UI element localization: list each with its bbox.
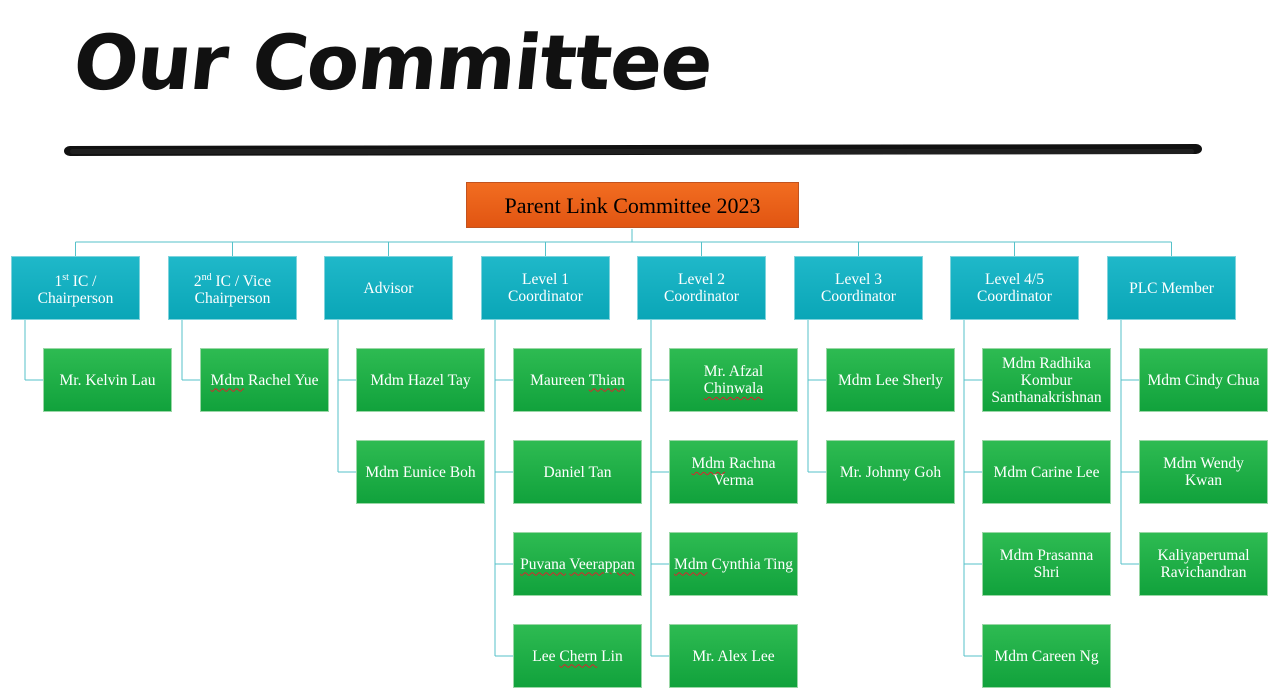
committee-role-6[interactable]: Level 4/5 Coordinator [950, 256, 1079, 320]
committee-member[interactable]: Mr. Alex Lee [669, 624, 798, 688]
committee-member-name: Maureen Thian [530, 371, 625, 389]
committee-member-name: Mdm Prasanna Shri [999, 547, 1094, 581]
committee-member[interactable]: Maureen Thian [513, 348, 642, 412]
committee-member[interactable]: Mdm Rachna Verma [669, 440, 798, 504]
committee-member-name: Mr. Alex Lee [692, 647, 775, 665]
committee-member[interactable]: Mdm Prasanna Shri [982, 532, 1111, 596]
committee-member[interactable]: Mdm Rachel Yue [200, 348, 329, 412]
org-root-label: Parent Link Committee 2023 [504, 192, 761, 218]
committee-role-label: Level 2 Coordinator [664, 271, 739, 305]
committee-member[interactable]: Mdm Cynthia Ting [669, 532, 798, 596]
committee-role-label: PLC Member [1129, 279, 1214, 297]
committee-member-name: Mdm Wendy Kwan [1163, 455, 1244, 489]
committee-role-7[interactable]: PLC Member [1107, 256, 1236, 320]
committee-member[interactable]: Kaliyaperumal Ravichandran [1139, 532, 1268, 596]
committee-member-name: Mr. Afzal Chinwala [703, 363, 764, 397]
committee-role-4[interactable]: Level 2 Coordinator [637, 256, 766, 320]
committee-role-label: Advisor [363, 279, 414, 297]
committee-member[interactable]: Mdm Eunice Boh [356, 440, 485, 504]
committee-member-name: Mdm Cindy Chua [1147, 371, 1260, 389]
committee-member-name: Mr. Kelvin Lau [59, 371, 156, 389]
committee-member-name: Puvana Veerappan [520, 555, 635, 573]
committee-member[interactable]: Mr. Johnny Goh [826, 440, 955, 504]
committee-member-name: Mdm Eunice Boh [365, 463, 476, 481]
title-underline-stroke [70, 149, 1194, 154]
committee-role-label: Level 4/5 Coordinator [977, 271, 1052, 305]
committee-member[interactable]: Mdm Radhika Kombur Santhanakrishnan [982, 348, 1111, 412]
committee-member-name: Mdm Carine Lee [993, 463, 1100, 481]
committee-role-3[interactable]: Level 1 Coordinator [481, 256, 610, 320]
committee-member[interactable]: Mr. Kelvin Lau [43, 348, 172, 412]
committee-member-name: Mdm Careen Ng [994, 647, 1099, 665]
committee-member-name: Mdm Radhika Kombur Santhanakrishnan [991, 354, 1102, 406]
committee-member[interactable]: Mdm Wendy Kwan [1139, 440, 1268, 504]
committee-member[interactable]: Lee Chern Lin [513, 624, 642, 688]
committee-member[interactable]: Mdm Careen Ng [982, 624, 1111, 688]
committee-role-label: Level 1 Coordinator [508, 271, 583, 305]
committee-role-1[interactable]: 2nd IC / Vice Chairperson [168, 256, 297, 320]
committee-role-label: Level 3 Coordinator [821, 271, 896, 305]
committee-member-name: Mdm Cynthia Ting [674, 555, 793, 573]
committee-member-name: Daniel Tan [543, 463, 612, 481]
committee-member-name: Mr. Johnny Goh [839, 463, 942, 481]
committee-member-name: Mdm Rachel Yue [210, 371, 319, 389]
committee-member[interactable]: Mdm Carine Lee [982, 440, 1111, 504]
committee-role-5[interactable]: Level 3 Coordinator [794, 256, 923, 320]
committee-member[interactable]: Daniel Tan [513, 440, 642, 504]
committee-member[interactable]: Mr. Afzal Chinwala [669, 348, 798, 412]
committee-role-2[interactable]: Advisor [324, 256, 453, 320]
committee-member[interactable]: Mdm Cindy Chua [1139, 348, 1268, 412]
org-root-node[interactable]: Parent Link Committee 2023 [466, 182, 799, 228]
committee-member[interactable]: Mdm Lee Sherly [826, 348, 955, 412]
committee-member-name: Kaliyaperumal Ravichandran [1157, 547, 1250, 581]
committee-role-label: 2nd IC / Vice Chairperson [193, 271, 272, 308]
committee-member[interactable]: Puvana Veerappan [513, 532, 642, 596]
committee-member-name: Lee Chern Lin [532, 647, 623, 665]
committee-member-name: Mdm Hazel Tay [370, 371, 471, 389]
committee-role-label: 1st IC / Chairperson [37, 271, 114, 308]
committee-role-0[interactable]: 1st IC / Chairperson [11, 256, 140, 320]
committee-member[interactable]: Mdm Hazel Tay [356, 348, 485, 412]
committee-member-name: Mdm Lee Sherly [837, 371, 944, 389]
committee-member-name: Mdm Rachna Verma [691, 455, 776, 489]
